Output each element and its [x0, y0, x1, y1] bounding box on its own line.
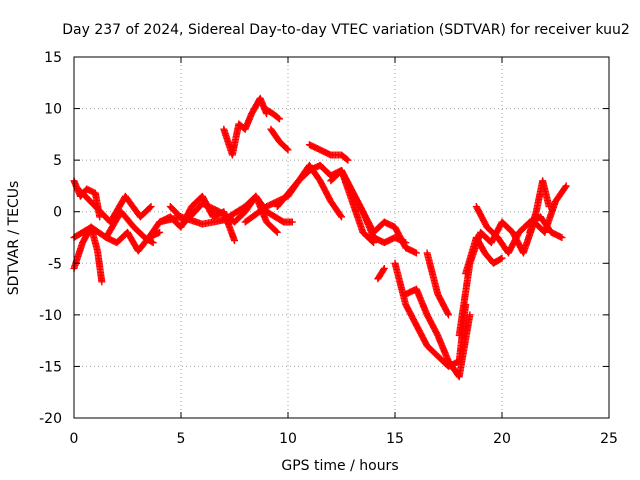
data-point	[466, 311, 474, 319]
y-axis-label: SDTVAR / TECUs	[6, 181, 22, 296]
x-axis-label: GPS time / hours	[281, 458, 398, 474]
data-point	[149, 239, 157, 247]
series-arc-19	[402, 285, 474, 381]
data-point	[558, 234, 566, 241]
data-point	[231, 237, 238, 245]
data-point	[562, 182, 570, 190]
x-tick-label: 15	[386, 431, 404, 447]
x-tick-label: 20	[493, 431, 511, 447]
x-tick-label: 10	[279, 431, 297, 447]
data-point	[561, 183, 569, 191]
data-point	[148, 238, 156, 246]
data-point	[344, 156, 352, 164]
y-tick-label: -10	[39, 308, 62, 324]
axis-ticks	[73, 56, 610, 419]
data-point	[545, 203, 553, 211]
data-point	[272, 227, 280, 235]
y-tick-label: -5	[48, 256, 62, 272]
tick-labels: 0 5 10 15 20 25 -20 -15 -10 -5 0 5 10 15	[39, 50, 618, 447]
plot-frame	[73, 56, 610, 419]
series-arc-17	[374, 264, 388, 283]
series-arc-23	[462, 234, 506, 278]
y-tick-label: -15	[39, 359, 62, 375]
y-tick-label: 15	[44, 50, 62, 66]
data-point	[273, 228, 281, 236]
series-arc-10	[260, 105, 283, 123]
y-tick-label: -20	[39, 411, 62, 427]
series-layer	[70, 94, 570, 381]
chart-title: Day 237 of 2024, Sidereal Day-to-day VTE…	[62, 22, 630, 38]
series-arc-4	[76, 187, 155, 226]
y-tick-label: 10	[44, 102, 62, 118]
data-point	[380, 264, 388, 272]
series-arc-9	[220, 94, 271, 159]
data-point	[274, 114, 282, 122]
series-arc-16	[327, 166, 420, 257]
data-point	[445, 311, 452, 319]
data-point	[288, 218, 296, 226]
data-point	[498, 254, 506, 262]
data-point	[156, 228, 164, 236]
data-point	[146, 204, 154, 212]
data-point	[412, 249, 420, 257]
series-arc-24	[526, 177, 553, 236]
data-point	[497, 255, 505, 263]
series-arc-20	[423, 249, 452, 319]
data-point	[284, 146, 292, 154]
series-arc-11	[267, 125, 292, 154]
data-point	[275, 115, 283, 123]
data-point	[343, 155, 351, 163]
y-tick-label: 5	[53, 153, 62, 169]
series-arc-14	[305, 141, 352, 164]
x-tick-label: 0	[70, 431, 79, 447]
x-tick-label: 25	[600, 431, 618, 447]
data-point	[98, 278, 106, 286]
data-point	[147, 203, 155, 211]
data-point	[337, 212, 345, 220]
data-point	[283, 145, 291, 153]
data-point	[444, 309, 452, 317]
data-point	[338, 213, 345, 221]
data-point	[379, 266, 387, 274]
x-tick-label: 5	[177, 431, 186, 447]
y-tick-label: 0	[53, 205, 62, 221]
